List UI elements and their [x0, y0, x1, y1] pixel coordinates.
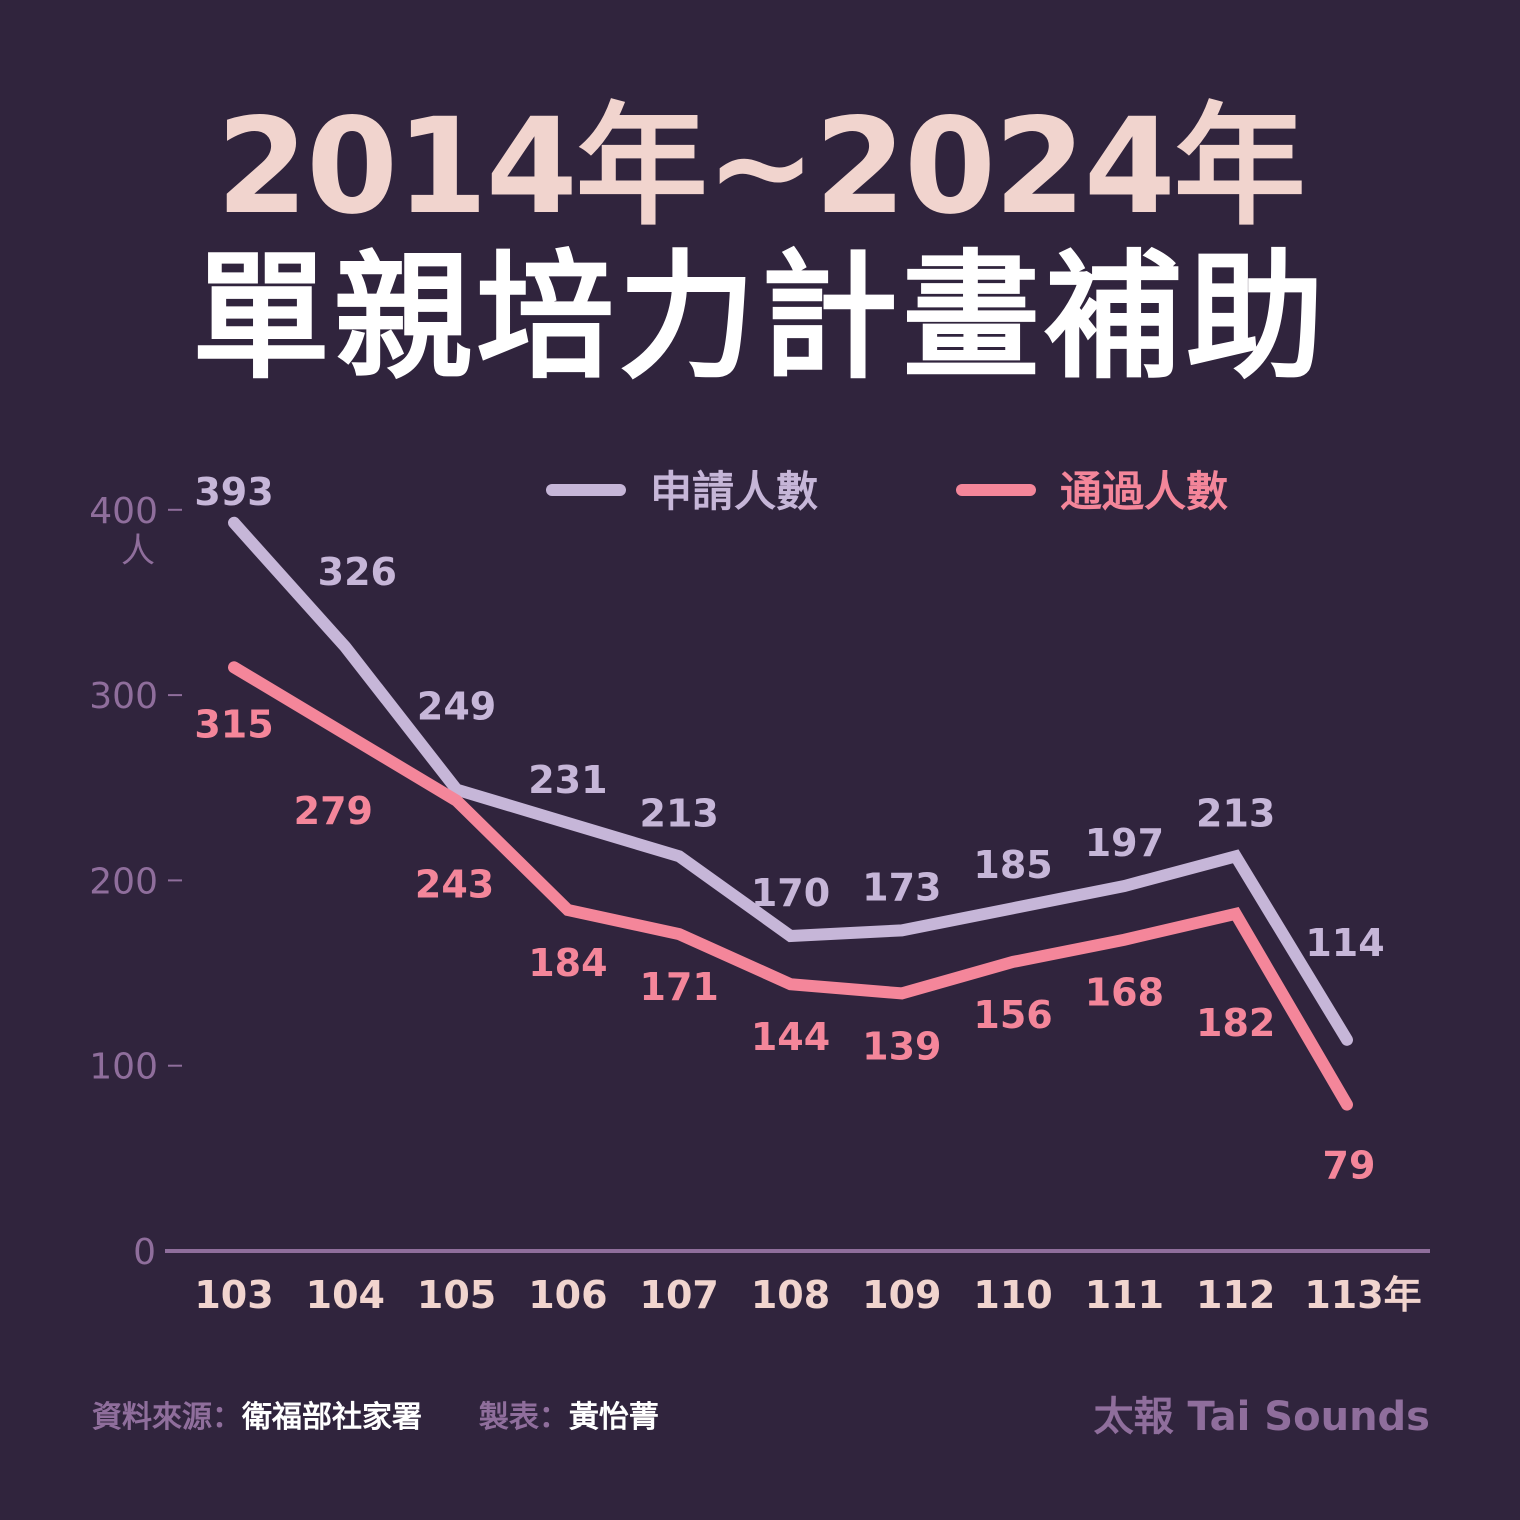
- x-tick-label: 106: [528, 1273, 607, 1317]
- data-label-approved: 156: [973, 993, 1052, 1037]
- data-label-applicants: 185: [973, 843, 1052, 887]
- maker-value: 黃怡菁: [568, 1400, 659, 1435]
- y-tick-label: 400: [89, 491, 158, 532]
- data-label-approved: 184: [528, 941, 607, 985]
- data-label-applicants: 170: [751, 871, 830, 915]
- data-label-applicants: 249: [417, 685, 496, 729]
- data-label-applicants: 173: [862, 865, 941, 909]
- x-tick-label: 113年: [1304, 1273, 1421, 1317]
- x-tick-label: 104: [306, 1273, 385, 1317]
- source-value: 衛福部社家署: [242, 1400, 422, 1435]
- data-label-applicants: 213: [640, 791, 719, 835]
- x-tick-label: 108: [751, 1273, 830, 1317]
- y-tick-label: 100: [89, 1047, 158, 1088]
- y-tick-label: 300: [89, 676, 158, 717]
- data-label-approved: 243: [415, 863, 494, 907]
- x-tick-label: 105: [417, 1273, 496, 1317]
- data-label-approved: 171: [640, 965, 719, 1009]
- x-tick-label: 111: [1085, 1273, 1164, 1317]
- y-axis-unit-label: 人: [121, 531, 155, 571]
- x-tick-label: 110: [973, 1273, 1052, 1317]
- y-tick-label: 0: [133, 1232, 156, 1273]
- data-label-approved: 144: [751, 1015, 830, 1059]
- title-line-1: 2014年~2024年: [216, 90, 1305, 244]
- legend-label-2: 通過人數: [1060, 467, 1228, 516]
- data-label-approved: 79: [1323, 1144, 1376, 1188]
- data-label-applicants: 231: [528, 758, 607, 802]
- footer-source: 資料來源：衛福部社家署 製表：黃怡菁: [92, 1392, 659, 1436]
- data-label-applicants: 114: [1305, 921, 1384, 965]
- title-line-2: 單親培力計畫補助: [191, 237, 1328, 398]
- data-label-applicants: 197: [1085, 821, 1164, 865]
- series-line-1: [228, 516, 1353, 1046]
- x-tick-label: 112: [1196, 1273, 1275, 1317]
- brand-logo-text: 太報 Tai Sounds: [1093, 1394, 1430, 1440]
- data-label-approved: 315: [194, 702, 273, 746]
- series-line-2: [228, 661, 1353, 1111]
- maker-label: 製表：: [478, 1400, 569, 1435]
- data-label-approved: 168: [1085, 971, 1164, 1015]
- legend-label-1: 申請人數: [650, 467, 818, 516]
- y-tick-label: 200: [89, 861, 158, 902]
- data-label-applicants: 393: [194, 470, 273, 514]
- data-label-applicants: 326: [318, 550, 397, 594]
- data-label-applicants: 213: [1196, 791, 1275, 835]
- data-label-approved: 139: [862, 1024, 941, 1068]
- x-tick-label: 109: [862, 1273, 941, 1317]
- data-label-approved: 182: [1196, 1001, 1275, 1045]
- source-label: 資料來源：: [92, 1400, 242, 1435]
- x-tick-label: 103: [194, 1273, 273, 1317]
- x-tick-label: 107: [640, 1273, 719, 1317]
- data-label-approved: 279: [294, 789, 373, 833]
